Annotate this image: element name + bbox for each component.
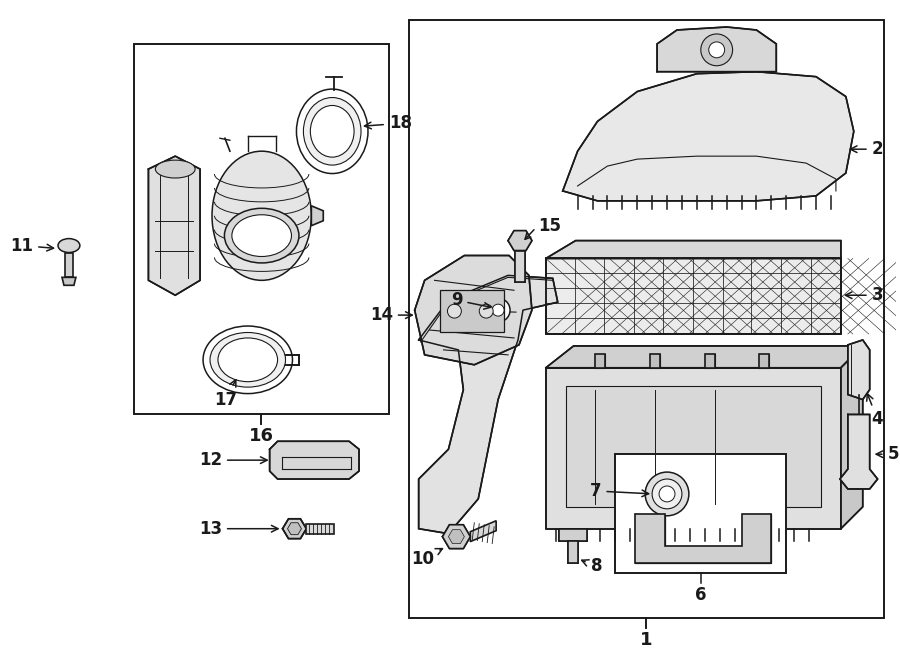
Polygon shape	[568, 541, 578, 563]
Text: 7: 7	[590, 482, 649, 500]
Ellipse shape	[210, 332, 285, 387]
Bar	[545, 258, 841, 334]
Text: 13: 13	[199, 520, 278, 538]
Ellipse shape	[212, 151, 311, 280]
Polygon shape	[705, 354, 715, 368]
Polygon shape	[148, 156, 200, 295]
Polygon shape	[635, 514, 771, 563]
Bar	[409, 20, 884, 618]
Bar	[133, 44, 389, 414]
Circle shape	[659, 486, 675, 502]
Polygon shape	[545, 368, 841, 529]
Text: 14: 14	[370, 306, 412, 324]
Polygon shape	[311, 206, 323, 226]
Polygon shape	[415, 256, 532, 365]
Text: 11: 11	[10, 236, 54, 255]
Ellipse shape	[303, 97, 361, 165]
Text: 4: 4	[867, 394, 883, 428]
Polygon shape	[840, 414, 878, 489]
Circle shape	[645, 472, 688, 516]
Ellipse shape	[218, 338, 277, 382]
Polygon shape	[471, 521, 496, 542]
Polygon shape	[270, 442, 359, 479]
Polygon shape	[62, 277, 76, 285]
Text: 5: 5	[877, 445, 899, 463]
Polygon shape	[283, 519, 306, 539]
Polygon shape	[562, 71, 854, 201]
Bar	[616, 454, 787, 573]
Polygon shape	[596, 354, 606, 368]
Text: 16: 16	[248, 427, 274, 446]
Text: 17: 17	[214, 380, 238, 408]
Ellipse shape	[224, 209, 299, 263]
Circle shape	[652, 479, 682, 509]
Text: 9: 9	[451, 291, 490, 309]
Circle shape	[480, 304, 493, 318]
Circle shape	[486, 298, 510, 322]
Text: 18: 18	[364, 115, 412, 132]
Polygon shape	[559, 529, 587, 541]
Text: 15: 15	[538, 216, 561, 235]
Ellipse shape	[232, 214, 292, 256]
Circle shape	[708, 42, 725, 58]
Polygon shape	[848, 340, 869, 400]
Ellipse shape	[58, 238, 80, 252]
Ellipse shape	[156, 160, 195, 178]
Bar	[439, 290, 504, 332]
Circle shape	[447, 304, 462, 318]
Polygon shape	[306, 524, 334, 534]
Polygon shape	[448, 530, 464, 544]
Text: 6: 6	[695, 587, 707, 604]
Text: 1: 1	[640, 631, 652, 649]
Polygon shape	[657, 27, 777, 71]
Bar	[566, 386, 821, 507]
Polygon shape	[650, 354, 660, 368]
Polygon shape	[760, 354, 770, 368]
Text: 12: 12	[199, 451, 267, 469]
Ellipse shape	[310, 105, 354, 157]
Text: 8: 8	[581, 557, 602, 575]
Polygon shape	[545, 240, 841, 258]
Circle shape	[701, 34, 733, 66]
Polygon shape	[65, 252, 73, 277]
Text: 2: 2	[850, 140, 883, 158]
Ellipse shape	[203, 326, 292, 394]
Polygon shape	[841, 346, 863, 529]
Text: 10: 10	[411, 549, 443, 567]
Circle shape	[492, 304, 504, 316]
Polygon shape	[418, 275, 558, 534]
Polygon shape	[515, 250, 525, 282]
Polygon shape	[545, 258, 841, 334]
Text: 3: 3	[845, 286, 883, 305]
Polygon shape	[545, 346, 863, 368]
Polygon shape	[443, 525, 471, 549]
Polygon shape	[508, 230, 532, 250]
Ellipse shape	[296, 89, 368, 173]
Polygon shape	[287, 523, 302, 535]
